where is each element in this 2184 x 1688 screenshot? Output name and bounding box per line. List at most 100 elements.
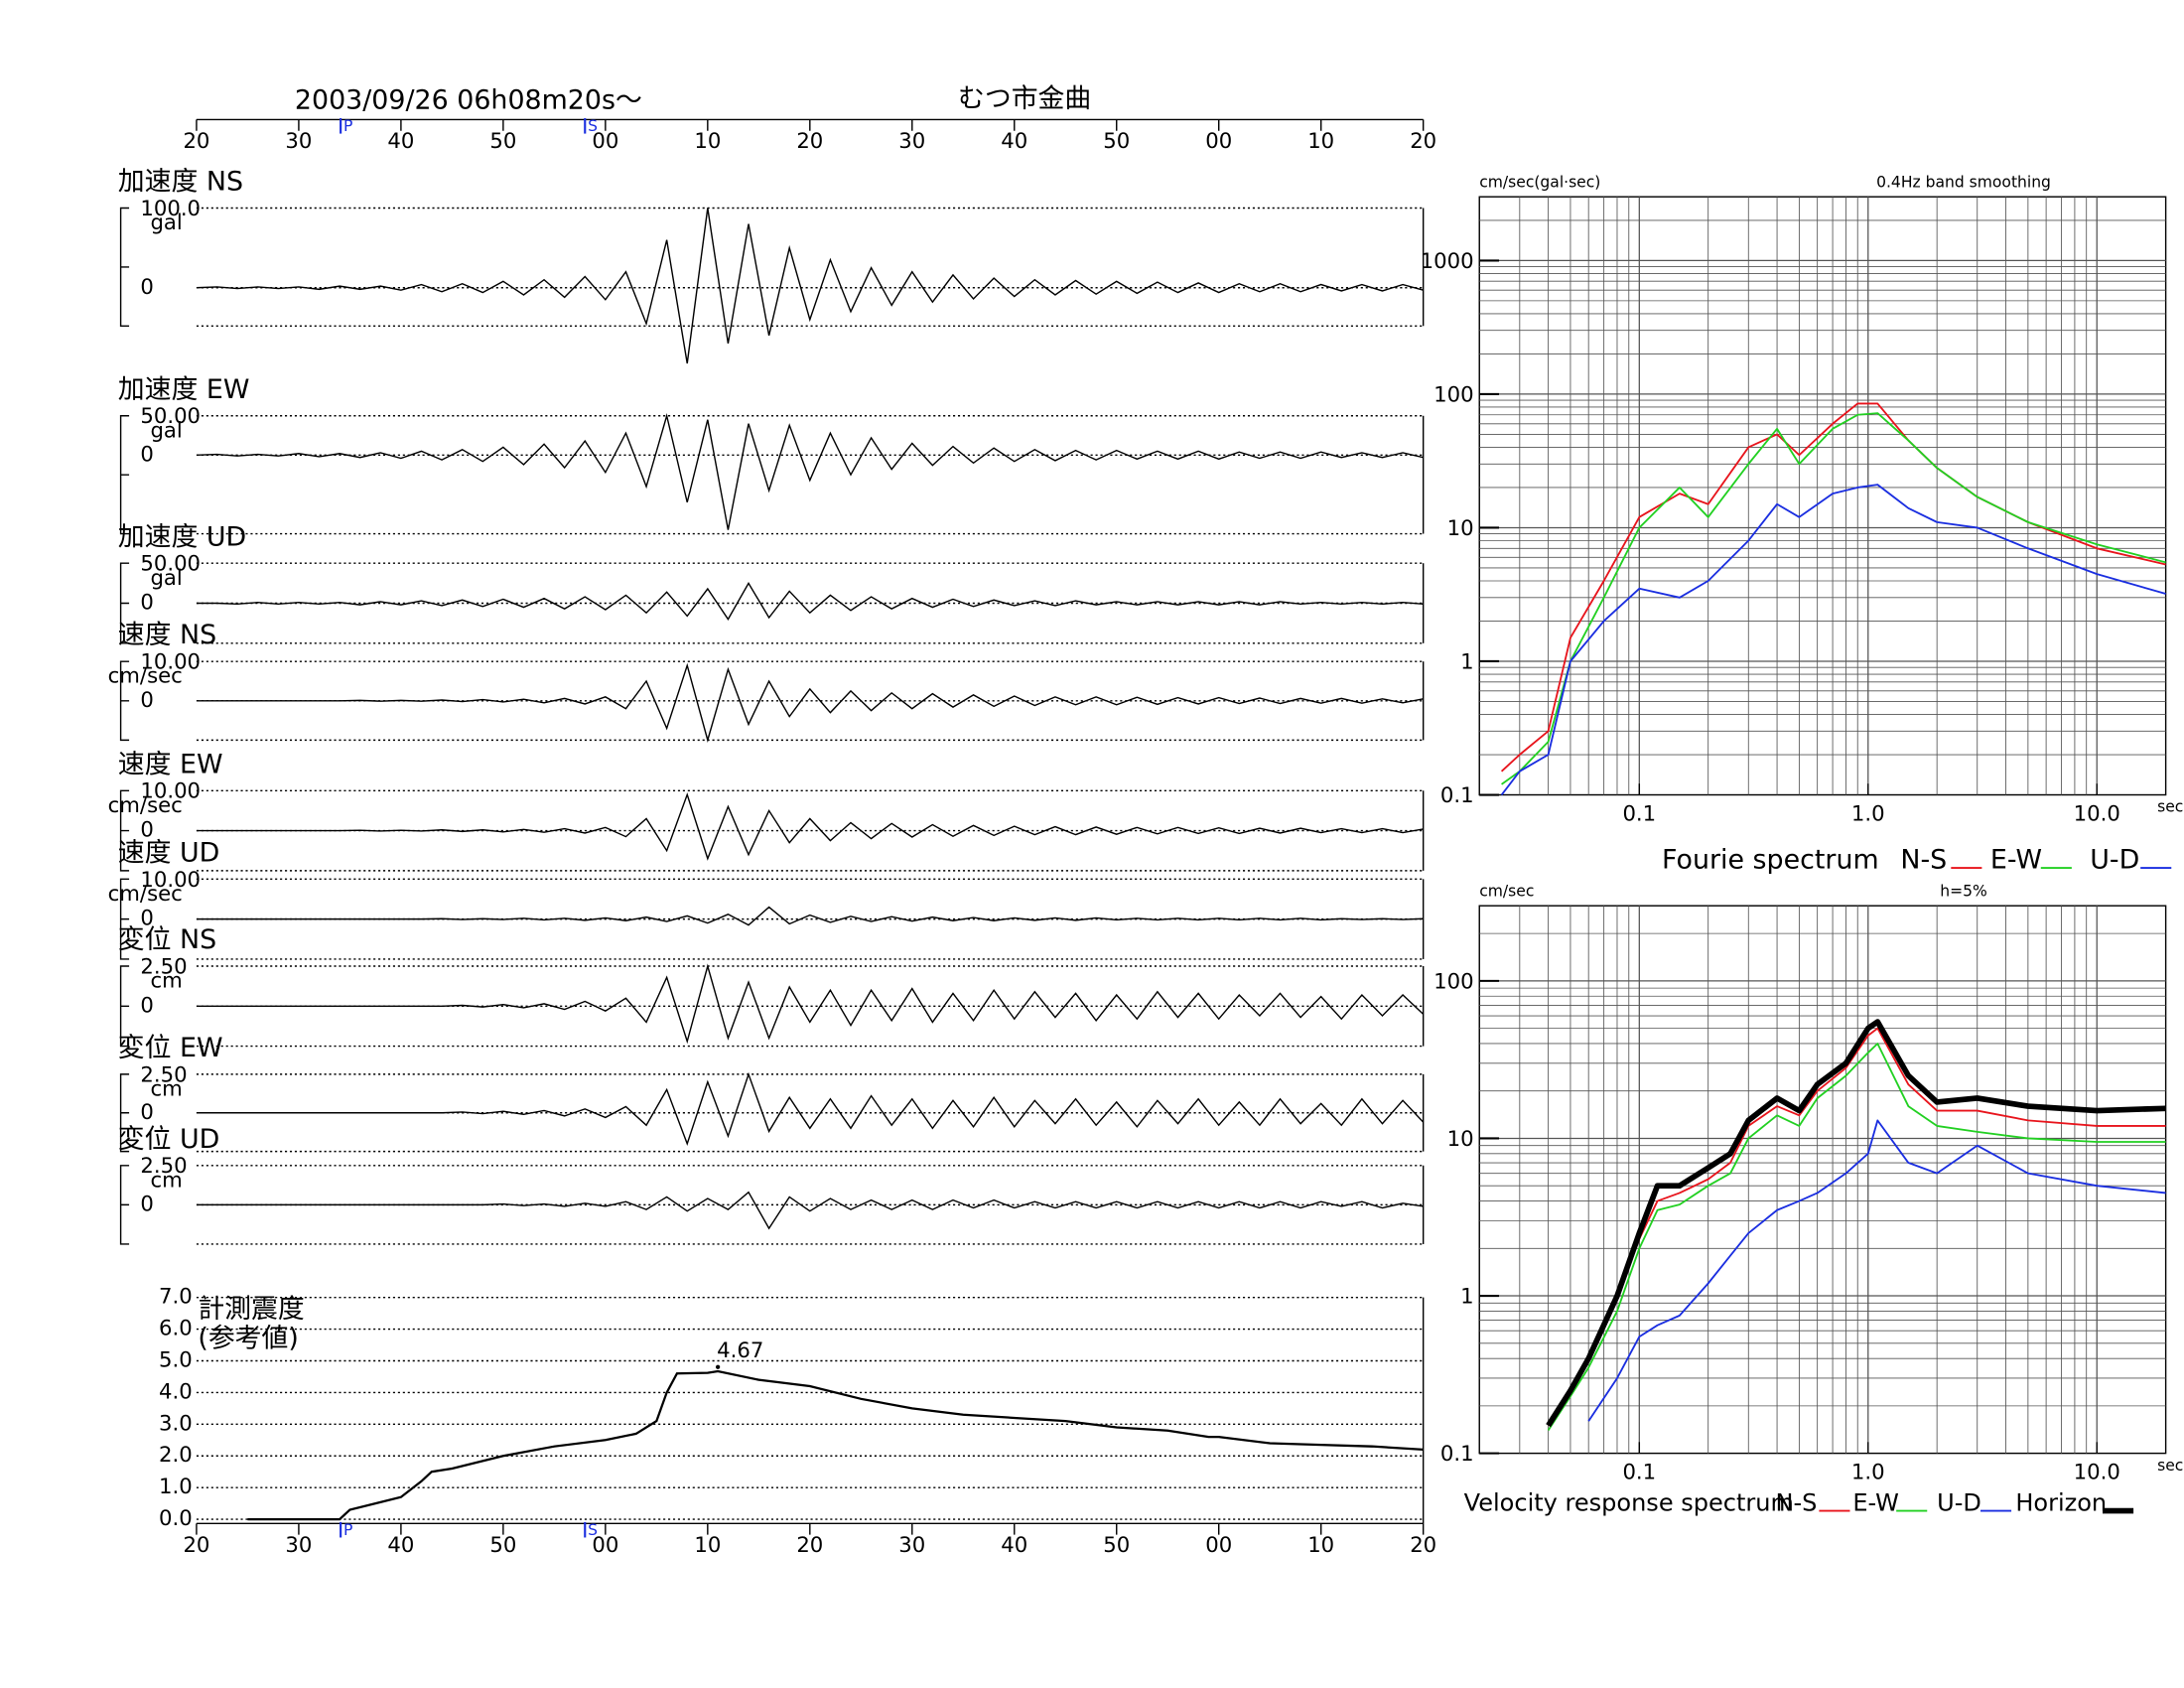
time-tick-label: 00 [592,1532,618,1557]
panel-tick-label: 10.00 [140,867,201,892]
panel-unit: gal [150,210,182,234]
time-tick-label: 20 [796,128,823,153]
intensity-curve [247,1369,1424,1521]
phase-label: S [588,117,598,135]
panel-unit: gal [150,565,182,590]
waveform [196,208,1424,364]
panel-tick-label: 2.50 [140,1153,187,1178]
time-tick-label: 10 [694,1532,721,1557]
time-tick-label: 30 [285,1532,312,1557]
panel-unit: cm [151,1075,183,1100]
time-tick-label: 20 [1410,128,1436,153]
time-tick-label: 30 [898,1532,925,1557]
intensity-label: (参考値) [198,1324,299,1354]
time-tick-label: 00 [1205,1532,1232,1557]
intensity-tick-label: 7.0 [159,1284,193,1309]
legend-label: N-S [1900,844,1947,875]
x-tick-label: 0.1 [1622,1459,1656,1483]
time-tick-label: 50 [1103,128,1130,153]
spectrum-line [1546,1019,2166,1428]
panel-tick-label: 2.50 [140,1061,187,1086]
peak-annotation: 4.67 [717,1337,763,1362]
time-tick-label: 20 [183,128,209,153]
time-tick-label: 40 [1001,128,1027,153]
panel-unit: gal [150,417,182,442]
panel-label: 変位 EW [118,1033,223,1063]
spectrum-line [1500,402,2166,773]
panel-tick-label: 50.00 [140,403,201,428]
spectrum-line [1500,484,2166,796]
legend-title: Velocity response spectrum [1464,1489,1794,1517]
panel-bracket [119,415,130,535]
y-tick-label: 0.1 [1440,782,1474,807]
time-tick-label: 50 [489,1532,516,1557]
panel-label: 速度 UD [118,837,220,868]
panel-bracket [119,562,130,644]
waveform [196,412,1424,530]
y-tick-label: 100 [1433,968,1473,993]
time-tick-label: 20 [1410,1532,1436,1557]
plot-frame [1478,196,2167,796]
intensity-tick-label: 3.0 [159,1410,193,1435]
x-tick-label: 10.0 [2074,800,2120,825]
time-tick-label: 20 [183,1532,209,1557]
panel-label: 速度 EW [118,749,223,779]
waveform [196,792,1424,861]
y-tick-label: 1 [1460,1283,1473,1308]
panel-label: 加速度 NS [118,167,243,198]
x-tick-label: 1.0 [1851,1459,1885,1483]
time-tick-label: 00 [592,128,618,153]
y-axis-label: cm/sec(gal·sec) [1479,174,1600,192]
waveform [196,906,1424,926]
panel-bracket [119,207,130,327]
panel-bracket [119,660,130,742]
plot-frame [1478,905,2167,1455]
phase-label: P [343,1521,352,1539]
panel-tick-label: 0 [140,590,153,615]
time-tick-label: 40 [1001,1532,1027,1557]
time-tick-label: 30 [898,128,925,153]
panel-bracket [119,878,130,960]
panel-tick-label: 0 [140,992,153,1017]
panel-tick-label: 0 [140,274,153,299]
time-tick-label: 50 [489,128,516,153]
y-tick-label: 10 [1447,1126,1474,1151]
panel-tick-label: 0 [140,441,153,466]
panel-label: 変位 NS [118,924,216,955]
y-tick-label: 0.1 [1440,1441,1474,1466]
phase-label: P [343,117,352,135]
panel-bracket [119,789,130,872]
spectrum-line [1501,412,2166,785]
legend-label: E-W [1852,1489,1899,1517]
waveform [196,1071,1425,1146]
time-tick-label: 40 [387,1532,414,1557]
intensity-tick-label: 6.0 [159,1316,193,1340]
time-tick-label: 00 [1205,128,1232,153]
panel-tick-label: 10.00 [140,649,201,674]
panel-tick-label: 10.00 [140,778,201,803]
x-tick-label: 0.1 [1622,800,1656,825]
legend-label: E-W [1990,844,2042,875]
spectrum-line [1587,1119,2166,1422]
time-tick-label: 50 [1103,1532,1130,1557]
panel-tick-label: 50.00 [140,551,201,576]
intensity-label: 計測震度 [198,1294,304,1325]
y-tick-label: 1000 [1421,248,1474,273]
panel-tick-label: 0 [140,1191,153,1215]
panel-label: 変位 UD [118,1124,220,1155]
panel-tick-label: 0 [140,906,153,930]
x-tick-label: 10.0 [2074,1459,2120,1483]
x-unit: sec [2157,1457,2183,1475]
legend-label: Horizon [2015,1489,2107,1517]
time-tick-label: 30 [285,128,312,153]
spectrum-line [1547,1043,2166,1431]
x-tick-label: 1.0 [1851,800,1885,825]
y-tick-label: 1 [1460,648,1473,673]
intensity-tick-label: 0.0 [159,1505,193,1530]
note: h=5% [1940,883,1987,901]
panel-tick-label: 0 [140,687,153,712]
time-tick-label: 10 [1307,1532,1334,1557]
waveform [196,662,1424,743]
panel-bracket [119,1073,130,1153]
